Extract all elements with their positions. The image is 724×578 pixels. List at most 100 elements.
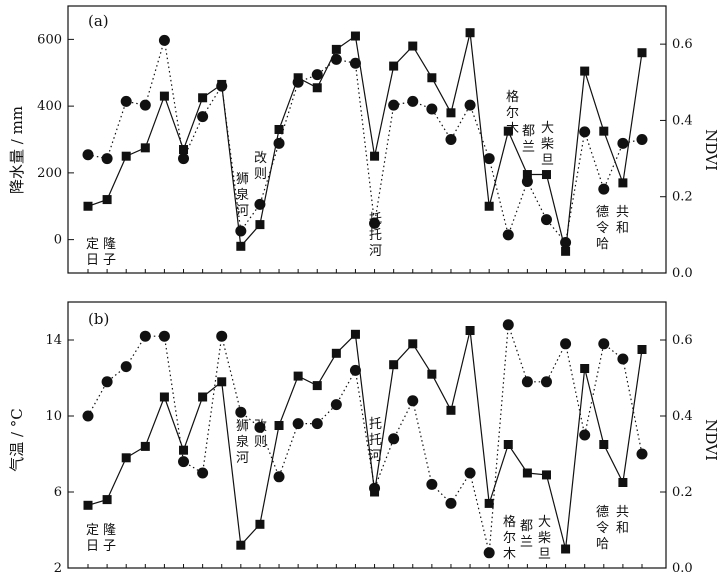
square-data-point bbox=[465, 28, 475, 38]
panel-a-series bbox=[82, 28, 648, 256]
circle-data-point bbox=[139, 99, 151, 111]
left-tick-label: 200 bbox=[37, 166, 62, 181]
panel-b-ticks: 2 6 10 14 0.0 0.2 0.4 0.6 bbox=[45, 333, 692, 576]
site-label-gonghe: 共和 bbox=[616, 205, 629, 236]
circle-data-point bbox=[330, 53, 342, 65]
circle-data-point bbox=[407, 95, 419, 107]
square-data-point bbox=[140, 143, 150, 153]
panel-a-label: (a) bbox=[88, 12, 109, 30]
circle-data-point bbox=[235, 225, 247, 237]
circle-data-point bbox=[197, 467, 209, 479]
circle-data-point bbox=[636, 448, 648, 460]
circle-data-point bbox=[540, 214, 552, 226]
site-label-dulan: 都兰 bbox=[522, 124, 535, 155]
panel-a-ticks: 0 200 400 600 0.0 0.2 0.4 0.6 bbox=[37, 32, 693, 281]
square-data-point bbox=[484, 201, 494, 211]
site-label-dingri: 定日 bbox=[86, 237, 99, 268]
square-data-point bbox=[370, 151, 380, 161]
right-tick-label: 0.6 bbox=[672, 37, 693, 52]
square-data-point bbox=[179, 445, 189, 455]
site-label-gonghe: 共和 bbox=[616, 505, 629, 536]
square-data-point bbox=[274, 421, 284, 430]
circle-data-point bbox=[407, 395, 419, 407]
site-label-dulan: 都兰 bbox=[520, 519, 533, 550]
square-data-point bbox=[541, 470, 551, 480]
circle-data-point bbox=[197, 111, 209, 123]
circle-data-point bbox=[388, 433, 400, 445]
circle-data-point bbox=[292, 418, 304, 430]
circle-data-point bbox=[617, 353, 629, 365]
square-data-point bbox=[293, 371, 303, 381]
square-data-point bbox=[198, 93, 208, 103]
square-data-point bbox=[637, 345, 647, 354]
panel-b: (b) 气温 / °C NDVI 2 6 10 14 0.0 0.2 0.4 0.6 定日 隆… bbox=[8, 301, 720, 576]
left-tick-label: 10 bbox=[45, 409, 62, 424]
square-data-point bbox=[522, 170, 532, 180]
circle-data-point bbox=[178, 456, 190, 468]
square-data-point bbox=[236, 241, 246, 251]
square-data-point bbox=[618, 478, 628, 487]
circle-data-point bbox=[311, 418, 323, 430]
panel-b-right-axis-label: NDVI bbox=[702, 419, 720, 461]
left-tick-label: 0 bbox=[54, 233, 62, 248]
site-label-delingha: 德令哈 bbox=[596, 205, 609, 252]
circle-data-point bbox=[445, 134, 457, 145]
site-label-gaize: 改则 bbox=[254, 151, 267, 182]
square-data-point bbox=[618, 178, 628, 188]
circle-data-point bbox=[273, 471, 285, 483]
square-data-point bbox=[140, 441, 150, 451]
square-data-point bbox=[198, 392, 208, 402]
square-data-point bbox=[121, 151, 131, 161]
circle-data-point bbox=[273, 137, 285, 149]
circle-data-point bbox=[349, 364, 361, 376]
circle-data-point bbox=[292, 76, 304, 88]
panel-a-left-axis-label: 降水量 / mm bbox=[8, 106, 26, 194]
circle-data-point bbox=[540, 376, 552, 388]
square-data-point bbox=[83, 201, 93, 211]
square-data-point bbox=[522, 468, 532, 478]
square-data-point bbox=[599, 440, 609, 449]
square-data-point bbox=[561, 246, 571, 256]
square-data-point bbox=[331, 44, 341, 54]
site-label-longzi: 隆子 bbox=[103, 523, 116, 554]
square-data-point bbox=[121, 453, 131, 463]
circle-data-point bbox=[120, 361, 132, 373]
circle-data-point bbox=[560, 338, 572, 350]
right-tick-label: 0.2 bbox=[672, 485, 693, 500]
square-data-point bbox=[102, 195, 112, 205]
square-data-point bbox=[312, 83, 322, 93]
square-data-point bbox=[350, 31, 360, 41]
panel-a-right-axis-label: NDVI bbox=[702, 129, 720, 171]
square-data-point bbox=[236, 540, 246, 550]
square-data-point bbox=[580, 364, 590, 373]
circle-data-point bbox=[617, 137, 629, 149]
circle-data-point bbox=[483, 547, 495, 559]
left-tick-label: 2 bbox=[54, 561, 62, 576]
panel-b-label: (b) bbox=[88, 310, 109, 328]
circle-data-point bbox=[521, 376, 533, 388]
panel-a: (a) 降水量 / mm NDVI 0 200 400 600 0.0 0.2 0.4 0.6… bbox=[8, 5, 720, 281]
square-data-point bbox=[465, 326, 475, 335]
square-data-point bbox=[599, 126, 609, 136]
circle-data-point bbox=[483, 153, 495, 165]
circle-data-point bbox=[636, 134, 648, 145]
right-tick-label: 0.4 bbox=[672, 409, 693, 424]
square-data-point bbox=[83, 500, 93, 510]
square-data-point bbox=[503, 126, 513, 136]
circle-series-line bbox=[87, 40, 643, 244]
left-tick-label: 600 bbox=[37, 32, 62, 47]
square-data-point bbox=[159, 392, 169, 402]
circle-data-point bbox=[216, 80, 228, 92]
circle-data-point bbox=[464, 467, 476, 479]
circle-data-point bbox=[349, 57, 361, 69]
square-data-point bbox=[408, 41, 418, 51]
site-label-golmud: 格尔木 bbox=[506, 89, 519, 137]
square-data-point bbox=[217, 377, 227, 387]
square-data-point bbox=[446, 108, 456, 118]
circle-data-point bbox=[82, 149, 94, 161]
square-data-point bbox=[484, 498, 494, 508]
circle-data-point bbox=[502, 229, 514, 241]
circle-data-point bbox=[579, 126, 591, 138]
circle-data-point bbox=[426, 103, 438, 115]
site-label-dingri: 定日 bbox=[86, 523, 99, 554]
